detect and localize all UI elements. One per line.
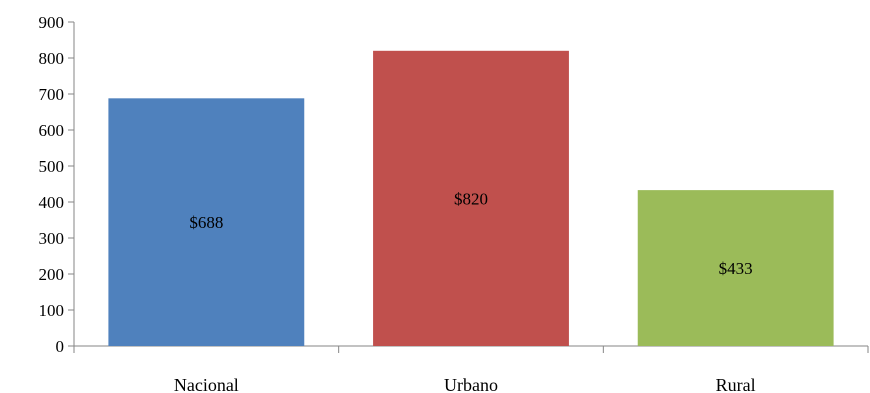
- y-tick-label: 200: [39, 265, 65, 284]
- y-tick-label: 800: [39, 49, 65, 68]
- y-axis: 0 100 200 300 400 500 600 700 800 900: [39, 13, 75, 356]
- data-labels: $688 $820 $433: [189, 189, 752, 278]
- y-tick-label: 600: [39, 121, 65, 140]
- y-tick-label: 100: [39, 301, 65, 320]
- data-label: $433: [719, 259, 753, 278]
- x-category-label: Rural: [716, 375, 756, 393]
- bar-nacional: [108, 98, 305, 346]
- y-tick-label: 400: [39, 193, 65, 212]
- bar-urbano: [373, 50, 569, 347]
- data-label: $820: [454, 189, 488, 208]
- data-label: $688: [189, 213, 223, 232]
- bar-rural: [637, 190, 834, 346]
- y-tick-label: 900: [39, 13, 65, 32]
- x-category-label: Nacional: [174, 375, 239, 393]
- y-tick-label: 500: [39, 157, 65, 176]
- x-axis: Nacional Urbano Rural: [73, 345, 869, 393]
- y-tick-label: 0: [56, 337, 65, 356]
- y-tick-label: 700: [39, 85, 65, 104]
- bars: [108, 50, 834, 347]
- x-category-label: Urbano: [444, 375, 498, 393]
- y-tick-label: 300: [39, 229, 65, 248]
